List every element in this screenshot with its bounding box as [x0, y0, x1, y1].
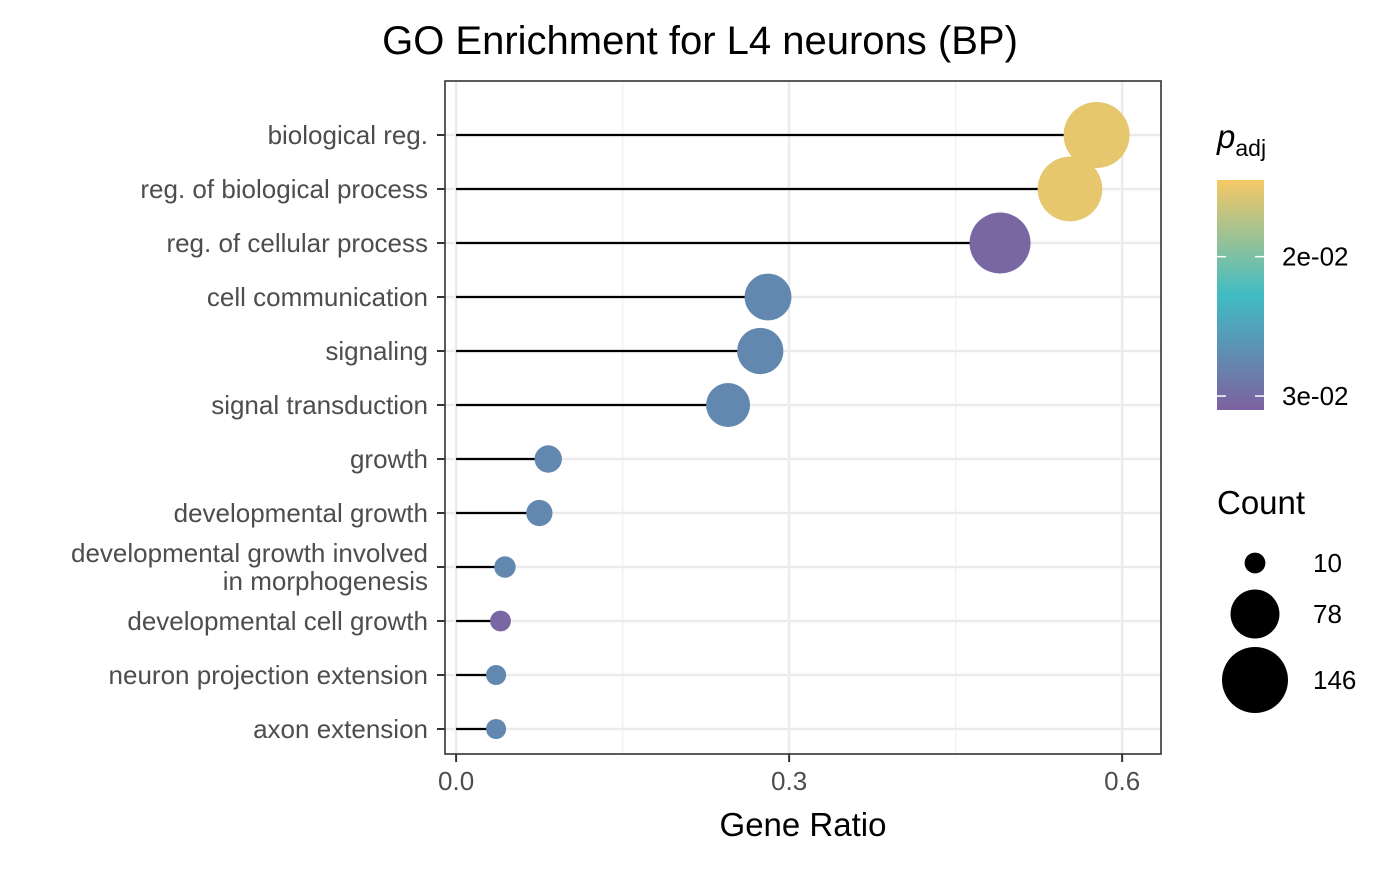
y-tick-label: signaling — [325, 336, 428, 366]
size-legend-label: 78 — [1313, 599, 1342, 629]
data-point — [1063, 102, 1130, 168]
data-point — [494, 556, 516, 578]
plot-area: biological reg. reg. of biological proces… — [71, 80, 1162, 796]
y-tick-label: developmental cell growth — [127, 606, 428, 636]
size-legend-label: 10 — [1313, 548, 1342, 578]
y-tick-label: biological reg. — [268, 120, 428, 150]
data-point — [969, 212, 1031, 274]
y-tick-label: reg. of biological process — [140, 174, 428, 204]
y-tick-label: developmental growth involved in morphoge… — [71, 538, 428, 596]
data-point — [486, 664, 507, 686]
size-legend-title: Count — [1217, 484, 1305, 521]
panel-border — [444, 80, 1162, 755]
y-tick-label: neuron projection extension — [109, 660, 428, 690]
y-tick-label: reg. of cellular process — [166, 228, 428, 258]
y-tick-label: axon extension — [253, 714, 428, 744]
y-tick-label: cell communication — [207, 282, 428, 312]
data-point — [744, 273, 792, 321]
data-point — [534, 445, 562, 473]
size-legend-key — [1222, 647, 1288, 713]
chart-title: GO Enrichment for L4 neurons (BP) — [382, 19, 1018, 63]
data-point — [486, 718, 507, 740]
size-legend-key — [1244, 552, 1266, 574]
color-bar-label: 3e-02 — [1282, 381, 1349, 411]
size-legend-label: 146 — [1313, 665, 1356, 695]
data-point — [526, 499, 553, 527]
x-tick-label: 0.3 — [771, 766, 807, 796]
data-point — [737, 327, 784, 375]
color-bar — [1217, 180, 1264, 410]
color-legend-title: padj — [1216, 118, 1266, 161]
x-axis-title: Gene Ratio — [720, 806, 887, 843]
data-point — [490, 610, 511, 632]
y-tick-label: developmental growth — [174, 498, 428, 528]
y-tick-label: growth — [350, 444, 428, 474]
size-legend-key — [1230, 589, 1280, 639]
color-bar-label: 2e-02 — [1282, 242, 1349, 272]
data-point — [706, 383, 751, 427]
data-point — [1037, 156, 1103, 222]
x-tick-label: 0.6 — [1104, 766, 1140, 796]
y-tick-label: signal transduction — [211, 390, 428, 420]
x-tick-label: 0.0 — [438, 766, 474, 796]
legend-area: padj 2e-02 3e-02 Count 10 78 146 — [1216, 118, 1356, 713]
